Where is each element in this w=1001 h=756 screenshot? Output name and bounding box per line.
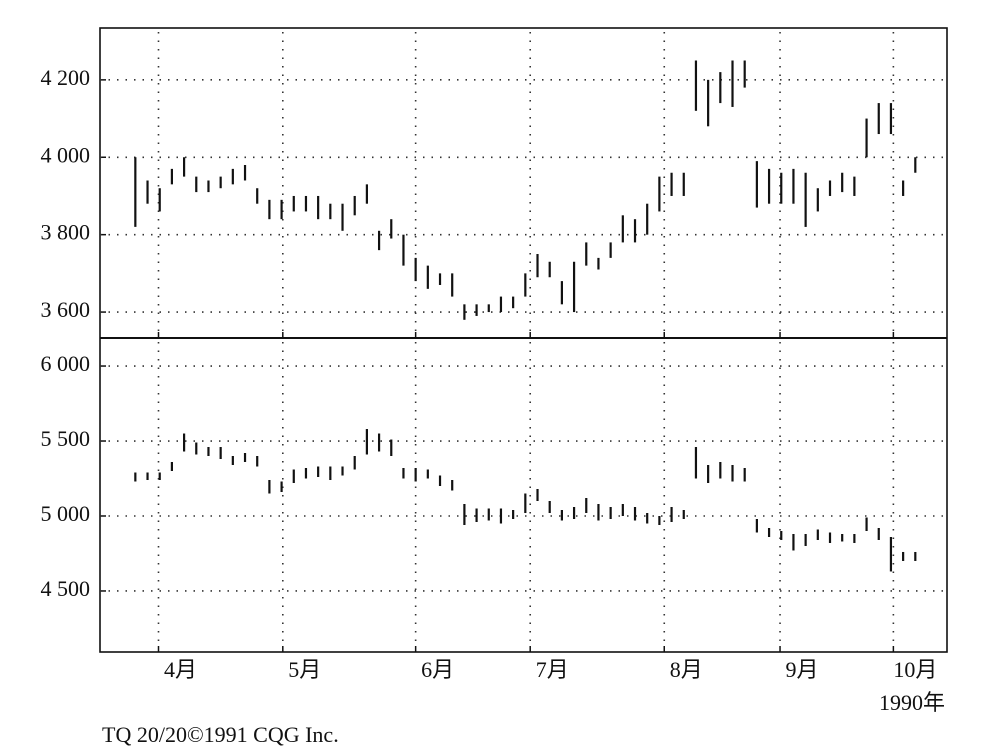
- x-tick-label: 4月: [164, 657, 197, 682]
- source-note: TQ 20/20©1991 CQG Inc.: [102, 722, 339, 747]
- x-tick-label: 5月: [288, 657, 321, 682]
- y-tick-label: 3 800: [41, 220, 91, 245]
- x-tick-label: 9月: [786, 657, 819, 682]
- y-tick-label: 5 500: [41, 426, 91, 451]
- y-tick-label: 4 500: [41, 576, 91, 601]
- y-tick-label: 6 000: [41, 351, 91, 376]
- x-tick-label: 8月: [670, 657, 703, 682]
- x-tick-label: 7月: [536, 657, 569, 682]
- y-tick-label: 4 000: [41, 142, 91, 167]
- y-tick-label: 5 000: [41, 501, 91, 526]
- x-axis-label: 1990年: [879, 690, 945, 715]
- y-tick-label: 4 200: [41, 65, 91, 90]
- x-tick-label: 10月: [893, 657, 937, 682]
- y-tick-label: 3 600: [41, 297, 91, 322]
- x-tick-label: 6月: [421, 657, 454, 682]
- plot-frame: [99, 27, 948, 653]
